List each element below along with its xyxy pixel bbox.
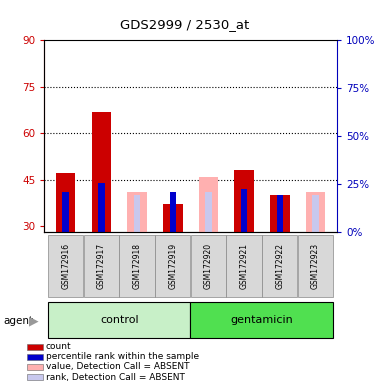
- Bar: [27, 354, 43, 359]
- Text: gentamicin: gentamicin: [231, 314, 293, 325]
- Bar: [199, 177, 218, 232]
- Text: ▶: ▶: [29, 314, 38, 327]
- Bar: [56, 174, 75, 232]
- Bar: [241, 189, 247, 232]
- Text: GSM172917: GSM172917: [97, 243, 106, 289]
- Bar: [306, 192, 325, 232]
- Bar: [119, 235, 155, 297]
- Text: rank, Detection Call = ABSENT: rank, Detection Call = ABSENT: [46, 372, 184, 382]
- Bar: [98, 183, 105, 232]
- Text: GSM172922: GSM172922: [275, 243, 284, 289]
- Text: GSM172923: GSM172923: [311, 243, 320, 289]
- Text: GSM172920: GSM172920: [204, 243, 213, 289]
- Bar: [48, 301, 191, 338]
- Bar: [92, 111, 111, 232]
- Text: GDS2999 / 2530_at: GDS2999 / 2530_at: [120, 18, 249, 31]
- Text: count: count: [46, 342, 71, 351]
- Bar: [155, 235, 191, 297]
- Bar: [191, 235, 226, 297]
- Bar: [169, 192, 176, 232]
- Bar: [270, 195, 290, 232]
- Text: GSM172916: GSM172916: [61, 243, 70, 289]
- Bar: [27, 344, 43, 349]
- Text: GSM172919: GSM172919: [168, 243, 177, 289]
- Bar: [205, 192, 212, 232]
- Text: GSM172918: GSM172918: [132, 243, 142, 289]
- Bar: [134, 195, 140, 232]
- Bar: [276, 195, 283, 232]
- Text: value, Detection Call = ABSENT: value, Detection Call = ABSENT: [46, 362, 189, 371]
- Text: control: control: [100, 314, 139, 325]
- Bar: [48, 235, 83, 297]
- Text: GSM172921: GSM172921: [239, 243, 249, 289]
- Text: agent: agent: [4, 316, 34, 326]
- Bar: [62, 192, 69, 232]
- Bar: [226, 235, 262, 297]
- Bar: [84, 235, 119, 297]
- Bar: [127, 192, 147, 232]
- Bar: [234, 170, 254, 232]
- Bar: [312, 195, 319, 232]
- Bar: [163, 204, 182, 232]
- Bar: [27, 374, 43, 380]
- Bar: [262, 235, 298, 297]
- Text: percentile rank within the sample: percentile rank within the sample: [46, 353, 199, 361]
- Bar: [27, 364, 43, 370]
- Bar: [298, 235, 333, 297]
- Bar: [191, 301, 333, 338]
